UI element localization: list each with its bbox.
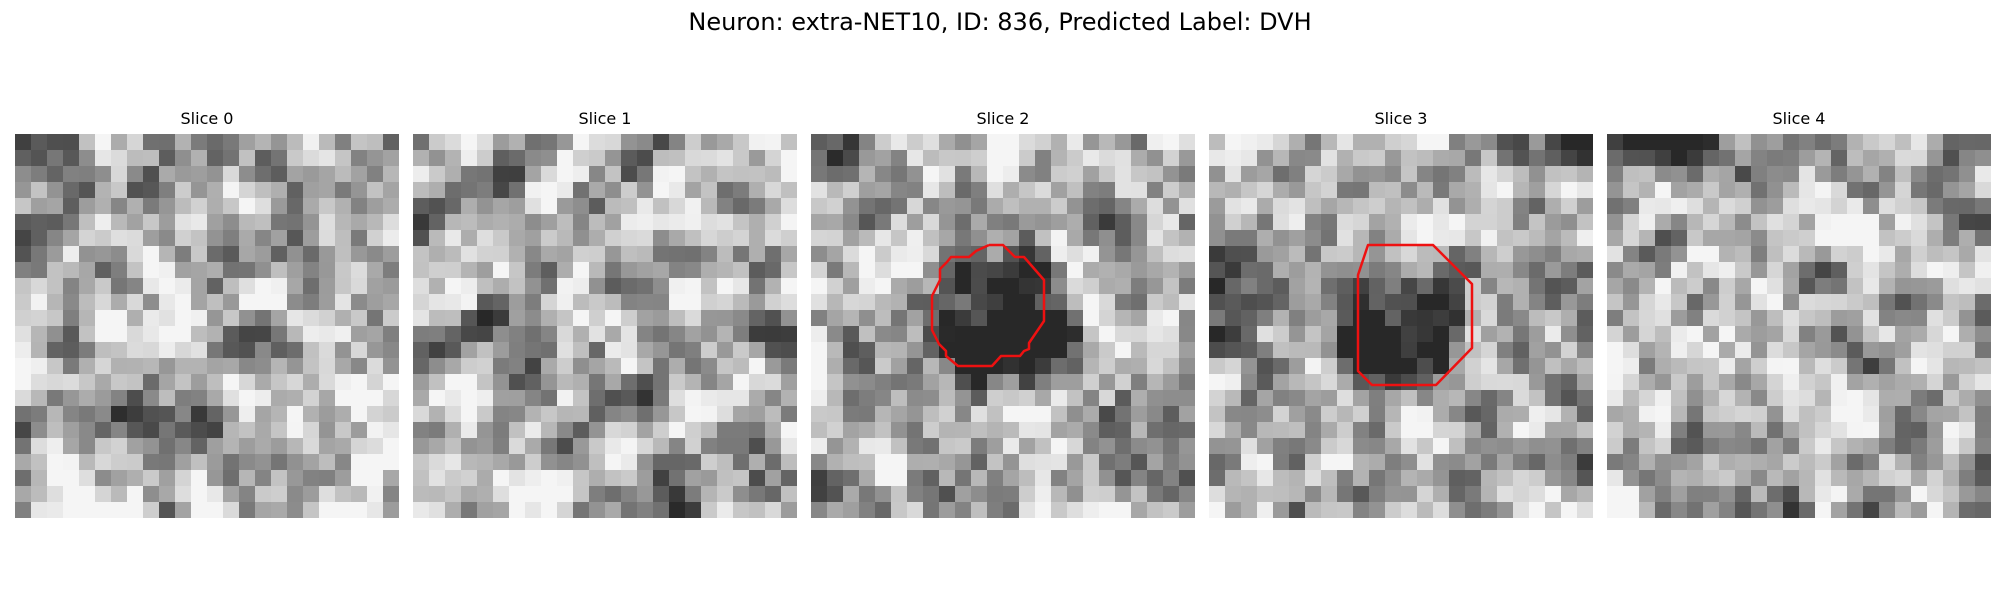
slice-3-image-panel [1209,134,1593,518]
slice-4-image [1607,134,1991,518]
slice-4-image-panel [1607,134,1991,518]
slice-2-image [811,134,1195,518]
panel-title-slice-1: Slice 1 [578,109,632,128]
panel-title-slice-0: Slice 0 [180,109,234,128]
slice-1-image [413,134,797,518]
slice-2-roi-contour [930,243,1046,368]
panel-title-slice-3: Slice 3 [1374,109,1428,128]
slice-0-image-panel [15,134,399,518]
slice-2-contour-overlay [930,243,1046,368]
slice-3-image [1209,134,1593,518]
panel-title-slice-2: Slice 2 [976,109,1030,128]
figure-title: Neuron: extra-NET10, ID: 836, Predicted … [688,8,1312,36]
slice-1-image-panel [413,134,797,518]
slice-2-image-panel [811,134,1195,518]
slice-3-roi-contour-shape [1356,243,1474,387]
slice-3-contour-overlay [1356,243,1474,387]
panel-title-slice-4: Slice 4 [1772,109,1826,128]
slice-0-image [15,134,399,518]
